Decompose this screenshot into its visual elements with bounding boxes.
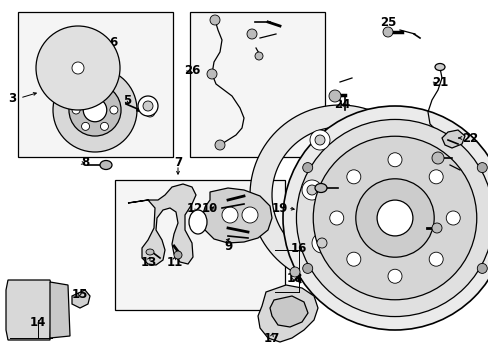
Text: 4: 4: [143, 102, 152, 114]
Polygon shape: [441, 130, 464, 148]
Text: 21: 21: [431, 77, 447, 90]
Circle shape: [254, 52, 263, 60]
Circle shape: [302, 163, 312, 172]
Circle shape: [428, 252, 442, 266]
Circle shape: [83, 98, 106, 122]
Circle shape: [302, 180, 321, 200]
Text: 26: 26: [183, 63, 200, 77]
Text: 24: 24: [333, 98, 349, 111]
Circle shape: [476, 264, 487, 273]
Circle shape: [52, 42, 104, 94]
Text: 10: 10: [202, 202, 218, 216]
Circle shape: [313, 136, 476, 300]
Text: 11: 11: [166, 256, 183, 270]
Circle shape: [309, 130, 329, 150]
Circle shape: [81, 122, 89, 130]
Circle shape: [376, 200, 412, 236]
Circle shape: [382, 27, 392, 37]
Circle shape: [69, 84, 121, 136]
Bar: [18, 12, 173, 157]
Text: 14: 14: [30, 316, 46, 329]
Circle shape: [316, 238, 326, 248]
Circle shape: [174, 251, 182, 259]
Ellipse shape: [189, 210, 206, 234]
Circle shape: [222, 207, 238, 223]
Circle shape: [43, 33, 113, 103]
Circle shape: [36, 26, 120, 110]
Circle shape: [72, 62, 84, 74]
Circle shape: [329, 211, 343, 225]
Circle shape: [209, 15, 220, 25]
Text: 9: 9: [224, 239, 232, 252]
Text: 15: 15: [72, 288, 88, 302]
Text: 13: 13: [141, 256, 157, 270]
Ellipse shape: [100, 161, 112, 170]
Text: 6: 6: [109, 36, 117, 49]
Circle shape: [431, 152, 443, 164]
Circle shape: [431, 223, 441, 233]
Circle shape: [100, 122, 108, 130]
Polygon shape: [258, 285, 317, 342]
Circle shape: [346, 170, 360, 184]
Circle shape: [138, 96, 158, 116]
Text: 5: 5: [122, 94, 131, 108]
Text: 23: 23: [438, 162, 454, 175]
Circle shape: [296, 120, 488, 316]
Circle shape: [446, 211, 459, 225]
Circle shape: [215, 140, 224, 150]
Polygon shape: [6, 280, 52, 340]
Polygon shape: [269, 296, 307, 327]
Circle shape: [476, 163, 487, 172]
Circle shape: [387, 269, 401, 283]
Circle shape: [283, 106, 488, 330]
Text: 8: 8: [81, 157, 89, 170]
Text: 22: 22: [461, 131, 477, 144]
Circle shape: [53, 68, 137, 152]
Circle shape: [110, 106, 118, 114]
Circle shape: [387, 153, 401, 167]
Circle shape: [306, 185, 316, 195]
Ellipse shape: [146, 249, 154, 255]
Circle shape: [289, 267, 299, 277]
Circle shape: [145, 107, 155, 117]
Polygon shape: [128, 184, 196, 265]
Text: 19: 19: [271, 202, 287, 215]
Circle shape: [311, 233, 331, 253]
Circle shape: [428, 170, 442, 184]
Text: 16: 16: [290, 242, 306, 255]
Text: 2: 2: [431, 225, 439, 238]
Circle shape: [81, 90, 89, 98]
Circle shape: [302, 264, 312, 273]
Ellipse shape: [434, 63, 444, 71]
Circle shape: [206, 69, 217, 79]
Text: 18: 18: [286, 273, 303, 285]
Polygon shape: [249, 105, 421, 285]
Circle shape: [142, 101, 153, 111]
Circle shape: [72, 106, 80, 114]
Circle shape: [328, 90, 340, 102]
Text: 7: 7: [174, 157, 182, 170]
Circle shape: [355, 179, 433, 257]
Text: 20: 20: [346, 179, 363, 192]
Bar: [115, 180, 285, 310]
Text: 12: 12: [186, 202, 203, 215]
Circle shape: [100, 90, 108, 98]
Circle shape: [246, 29, 257, 39]
Ellipse shape: [314, 184, 326, 193]
Circle shape: [242, 207, 258, 223]
Circle shape: [60, 50, 96, 86]
Bar: [190, 12, 325, 157]
Circle shape: [314, 135, 325, 145]
Text: 3: 3: [8, 91, 16, 104]
Text: 1: 1: [431, 189, 439, 202]
Polygon shape: [72, 290, 90, 308]
Polygon shape: [202, 188, 271, 243]
Circle shape: [68, 58, 88, 78]
Polygon shape: [50, 282, 70, 338]
Text: 25: 25: [379, 15, 395, 28]
Circle shape: [346, 252, 360, 266]
Text: 17: 17: [264, 332, 280, 345]
